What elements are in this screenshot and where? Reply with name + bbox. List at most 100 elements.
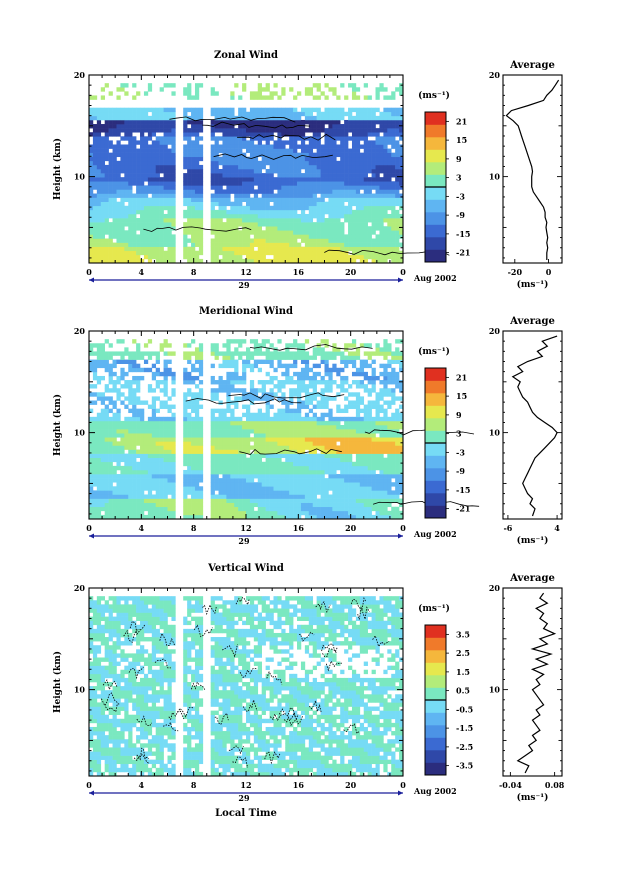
heatmap-cell (383, 197, 388, 202)
heatmap-cell (383, 156, 388, 162)
heatmap-cell (194, 111, 200, 117)
heatmap-cell (136, 254, 141, 260)
heatmap-cell (92, 144, 98, 149)
heatmap-cell (246, 355, 251, 360)
heatmap-cell (96, 412, 102, 418)
heatmap-cell (304, 425, 310, 430)
heatmap-cell (222, 115, 227, 121)
heatmap-cell (265, 246, 270, 252)
heatmap-cell (140, 238, 145, 243)
heatmap-cell (277, 107, 282, 113)
heatmap-cell (285, 490, 290, 495)
heatmap-cell (238, 469, 243, 475)
heatmap-cell (163, 514, 168, 520)
heatmap-cell (281, 132, 286, 137)
heatmap-cell (281, 160, 286, 166)
heatmap-cell (191, 437, 196, 442)
heatmap-cell (253, 177, 259, 182)
heatmap-cell (120, 185, 125, 190)
heatmap-cell (332, 254, 337, 260)
heatmap-cell (143, 441, 149, 446)
heatmap-cell (132, 441, 137, 446)
heatmap-cell (140, 169, 145, 174)
y-axis (89, 74, 403, 259)
heatmap-cell (191, 510, 196, 516)
heatmap-cell (324, 160, 329, 166)
heatmap-cell (171, 107, 176, 113)
heatmap-cell (143, 164, 149, 170)
heatmap-cell (151, 510, 157, 516)
heatmap-cell (281, 226, 286, 231)
heatmap-cell (183, 107, 188, 113)
heatmap-cell (355, 254, 361, 260)
heatmap-cell (320, 461, 325, 467)
heatmap-cell (363, 213, 368, 219)
heatmap-cell (183, 445, 188, 450)
heatmap-cell (242, 169, 247, 174)
heatmap-cell (136, 429, 141, 434)
heatmap-cell (234, 490, 239, 495)
heatmap-cell (304, 420, 310, 426)
heatmap-cell (308, 189, 314, 194)
heatmap-cell (187, 380, 192, 385)
heatmap-cell (191, 392, 196, 397)
heatmap-cell (167, 119, 172, 125)
heatmap-cell (136, 148, 141, 153)
heatmap-cell (151, 433, 157, 438)
heatmap-cell (316, 209, 321, 215)
heatmap-cell (132, 506, 137, 512)
heatmap-cell (100, 140, 105, 145)
heatmap-cell (242, 164, 247, 170)
heatmap-cell (116, 441, 121, 446)
heatmap-cell (289, 510, 294, 516)
heatmap-cell (363, 128, 368, 133)
heatmap-cell (308, 380, 314, 385)
heatmap-cell (92, 420, 98, 426)
heatmap-cell (191, 205, 196, 211)
heatmap-cell (257, 87, 262, 92)
heatmap-cell (230, 380, 235, 385)
heatmap-cell (163, 474, 168, 479)
heatmap-cell (355, 193, 361, 198)
heatmap-cell (257, 136, 262, 141)
heatmap-cell (163, 189, 168, 194)
heatmap-cell (89, 107, 94, 113)
heatmap-cell (332, 152, 337, 158)
heatmap-cell (218, 197, 223, 202)
heatmap-cell (183, 230, 188, 235)
heatmap-cell (140, 465, 145, 471)
heatmap-cell (100, 209, 105, 215)
heatmap-cell (191, 400, 196, 405)
heatmap-cell (344, 173, 349, 178)
heatmap-cell (367, 185, 372, 190)
heatmap-cell (187, 502, 192, 508)
heatmap-cell (246, 140, 251, 145)
heatmap-cell (120, 189, 125, 194)
heatmap-cell (277, 197, 282, 202)
heatmap-cell (253, 119, 259, 125)
heatmap-cell (359, 234, 365, 239)
heatmap-cell (89, 222, 94, 227)
heatmap-cell (230, 384, 235, 389)
heatmap-cell (316, 197, 321, 202)
heatmap-cell (198, 494, 204, 499)
heatmap-cell (159, 474, 164, 479)
heatmap-cell (191, 498, 196, 503)
heatmap-cell (297, 486, 302, 491)
heatmap-cell (312, 107, 317, 113)
heatmap-cell (304, 514, 310, 520)
heatmap-cell (312, 140, 317, 145)
heatmap-cell (367, 177, 372, 182)
heatmap-cell (336, 242, 341, 247)
heatmap-cell (218, 482, 223, 487)
heatmap-cell (210, 490, 215, 495)
heatmap-cell (171, 482, 176, 487)
heatmap-cell (194, 189, 200, 194)
heatmap-cell (269, 160, 274, 166)
heatmap-cell (324, 169, 329, 174)
heatmap-cell (163, 429, 168, 434)
heatmap-cell (100, 230, 105, 235)
heatmap-cell (277, 242, 282, 247)
heatmap-cell (128, 482, 133, 487)
heatmap-cell (355, 136, 361, 141)
